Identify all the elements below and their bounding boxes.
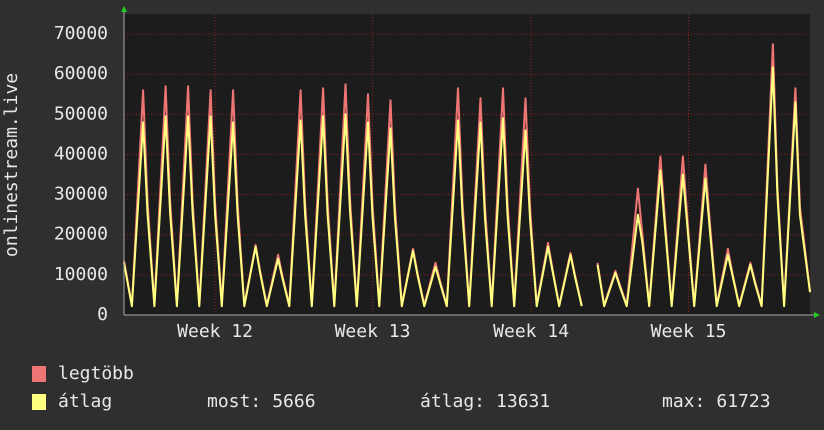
stat-label: most: xyxy=(207,391,261,412)
y-tick-label: 20000 xyxy=(54,224,108,245)
stat-label: átlag: xyxy=(420,391,485,412)
stat-label: max: xyxy=(662,391,705,412)
legend-swatch xyxy=(32,394,46,410)
y-tick-label: 70000 xyxy=(54,23,108,44)
x-tick-label: Week 12 xyxy=(177,321,253,342)
y-tick-label: 60000 xyxy=(54,63,108,84)
x-tick-label: Week 15 xyxy=(651,321,727,342)
y-tick-label: 40000 xyxy=(54,143,108,164)
stat-value: 61723 xyxy=(716,391,770,412)
x-tick-label: Week 13 xyxy=(335,321,411,342)
axis-arrow xyxy=(814,312,820,318)
y-tick-label: 0 xyxy=(97,304,108,325)
y-tick-label: 10000 xyxy=(54,264,108,285)
legend: legtöbb átlag most: 5666 átlag: 13631 max: 6172… xyxy=(32,363,771,412)
legend-label: átlag xyxy=(58,391,112,412)
y-tick-label: 30000 xyxy=(54,184,108,205)
legend-label: legtöbb xyxy=(58,363,134,384)
stat-value: 13631 xyxy=(496,391,550,412)
y-axis-label: onlinestream.live xyxy=(1,73,22,257)
series-line xyxy=(123,113,583,308)
x-tick-label: Week 14 xyxy=(493,321,569,342)
series-line xyxy=(596,66,811,308)
axis-arrow xyxy=(121,6,127,12)
lines xyxy=(123,43,811,308)
legend-swatch xyxy=(32,366,46,382)
stat-value: 5666 xyxy=(272,391,315,412)
y-tick-label: 50000 xyxy=(54,103,108,124)
